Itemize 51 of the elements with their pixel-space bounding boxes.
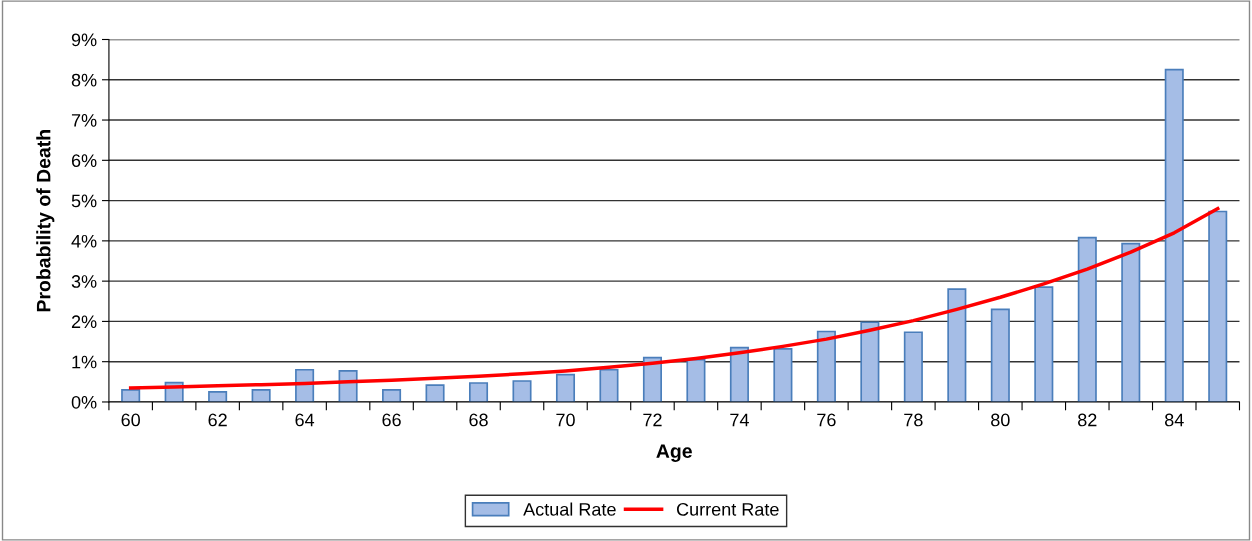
- bar: [816, 330, 836, 402]
- bar: [1077, 236, 1097, 402]
- x-tick-label: 64: [295, 413, 315, 427]
- bar: [251, 389, 271, 402]
- bar: [686, 358, 706, 402]
- y-tick-label: 0%: [71, 395, 97, 409]
- bar: [1164, 68, 1184, 402]
- bar: [121, 389, 141, 402]
- x-tick-label: 84: [1165, 413, 1184, 427]
- y-tick-label: 8%: [71, 73, 97, 87]
- y-tick-label: 5%: [71, 194, 97, 208]
- bar: [729, 346, 749, 402]
- bar: [599, 368, 619, 402]
- bar: [468, 382, 489, 402]
- bar: [208, 391, 228, 402]
- bar: [773, 347, 793, 402]
- bar: [1034, 286, 1054, 402]
- bar: [425, 384, 445, 402]
- x-tick-label: 72: [643, 413, 662, 427]
- x-tick-label: 78: [904, 413, 923, 427]
- bar: [860, 321, 880, 402]
- bar: [990, 308, 1010, 402]
- bar: [512, 380, 532, 402]
- y-tick-label: 4%: [71, 234, 97, 248]
- bar: [1208, 210, 1228, 402]
- y-tick-label: 6%: [71, 154, 97, 168]
- x-tick-label: 68: [469, 413, 488, 427]
- x-tick-label: 70: [556, 413, 575, 427]
- bar: [947, 288, 967, 402]
- bar: [382, 389, 402, 402]
- bar: [903, 331, 923, 402]
- x-tick-label: 62: [208, 413, 227, 427]
- y-tick-label: 3%: [71, 275, 97, 288]
- x-tick-label: 60: [121, 413, 140, 427]
- y-tick-label: 1%: [72, 355, 97, 369]
- bar: [1121, 242, 1141, 402]
- bar: [642, 356, 662, 402]
- y-axis-title: Probability of Death: [36, 130, 55, 312]
- y-tick-label: 9%: [71, 33, 97, 47]
- legend-label: Actual Rate: [523, 502, 616, 516]
- legend-label: Current Rate: [676, 502, 779, 516]
- x-tick-label: 82: [1078, 413, 1097, 427]
- x-tick-label: 80: [991, 413, 1010, 427]
- x-tick-label: 74: [730, 413, 749, 427]
- x-tick-label: 66: [382, 413, 401, 427]
- x-tick-label: 76: [817, 413, 836, 427]
- bar: [555, 373, 576, 402]
- line-series: [128, 206, 1220, 390]
- x-axis-title: Age: [656, 444, 692, 462]
- y-tick-label: 2%: [71, 315, 97, 329]
- y-tick-label: 7%: [71, 114, 97, 127]
